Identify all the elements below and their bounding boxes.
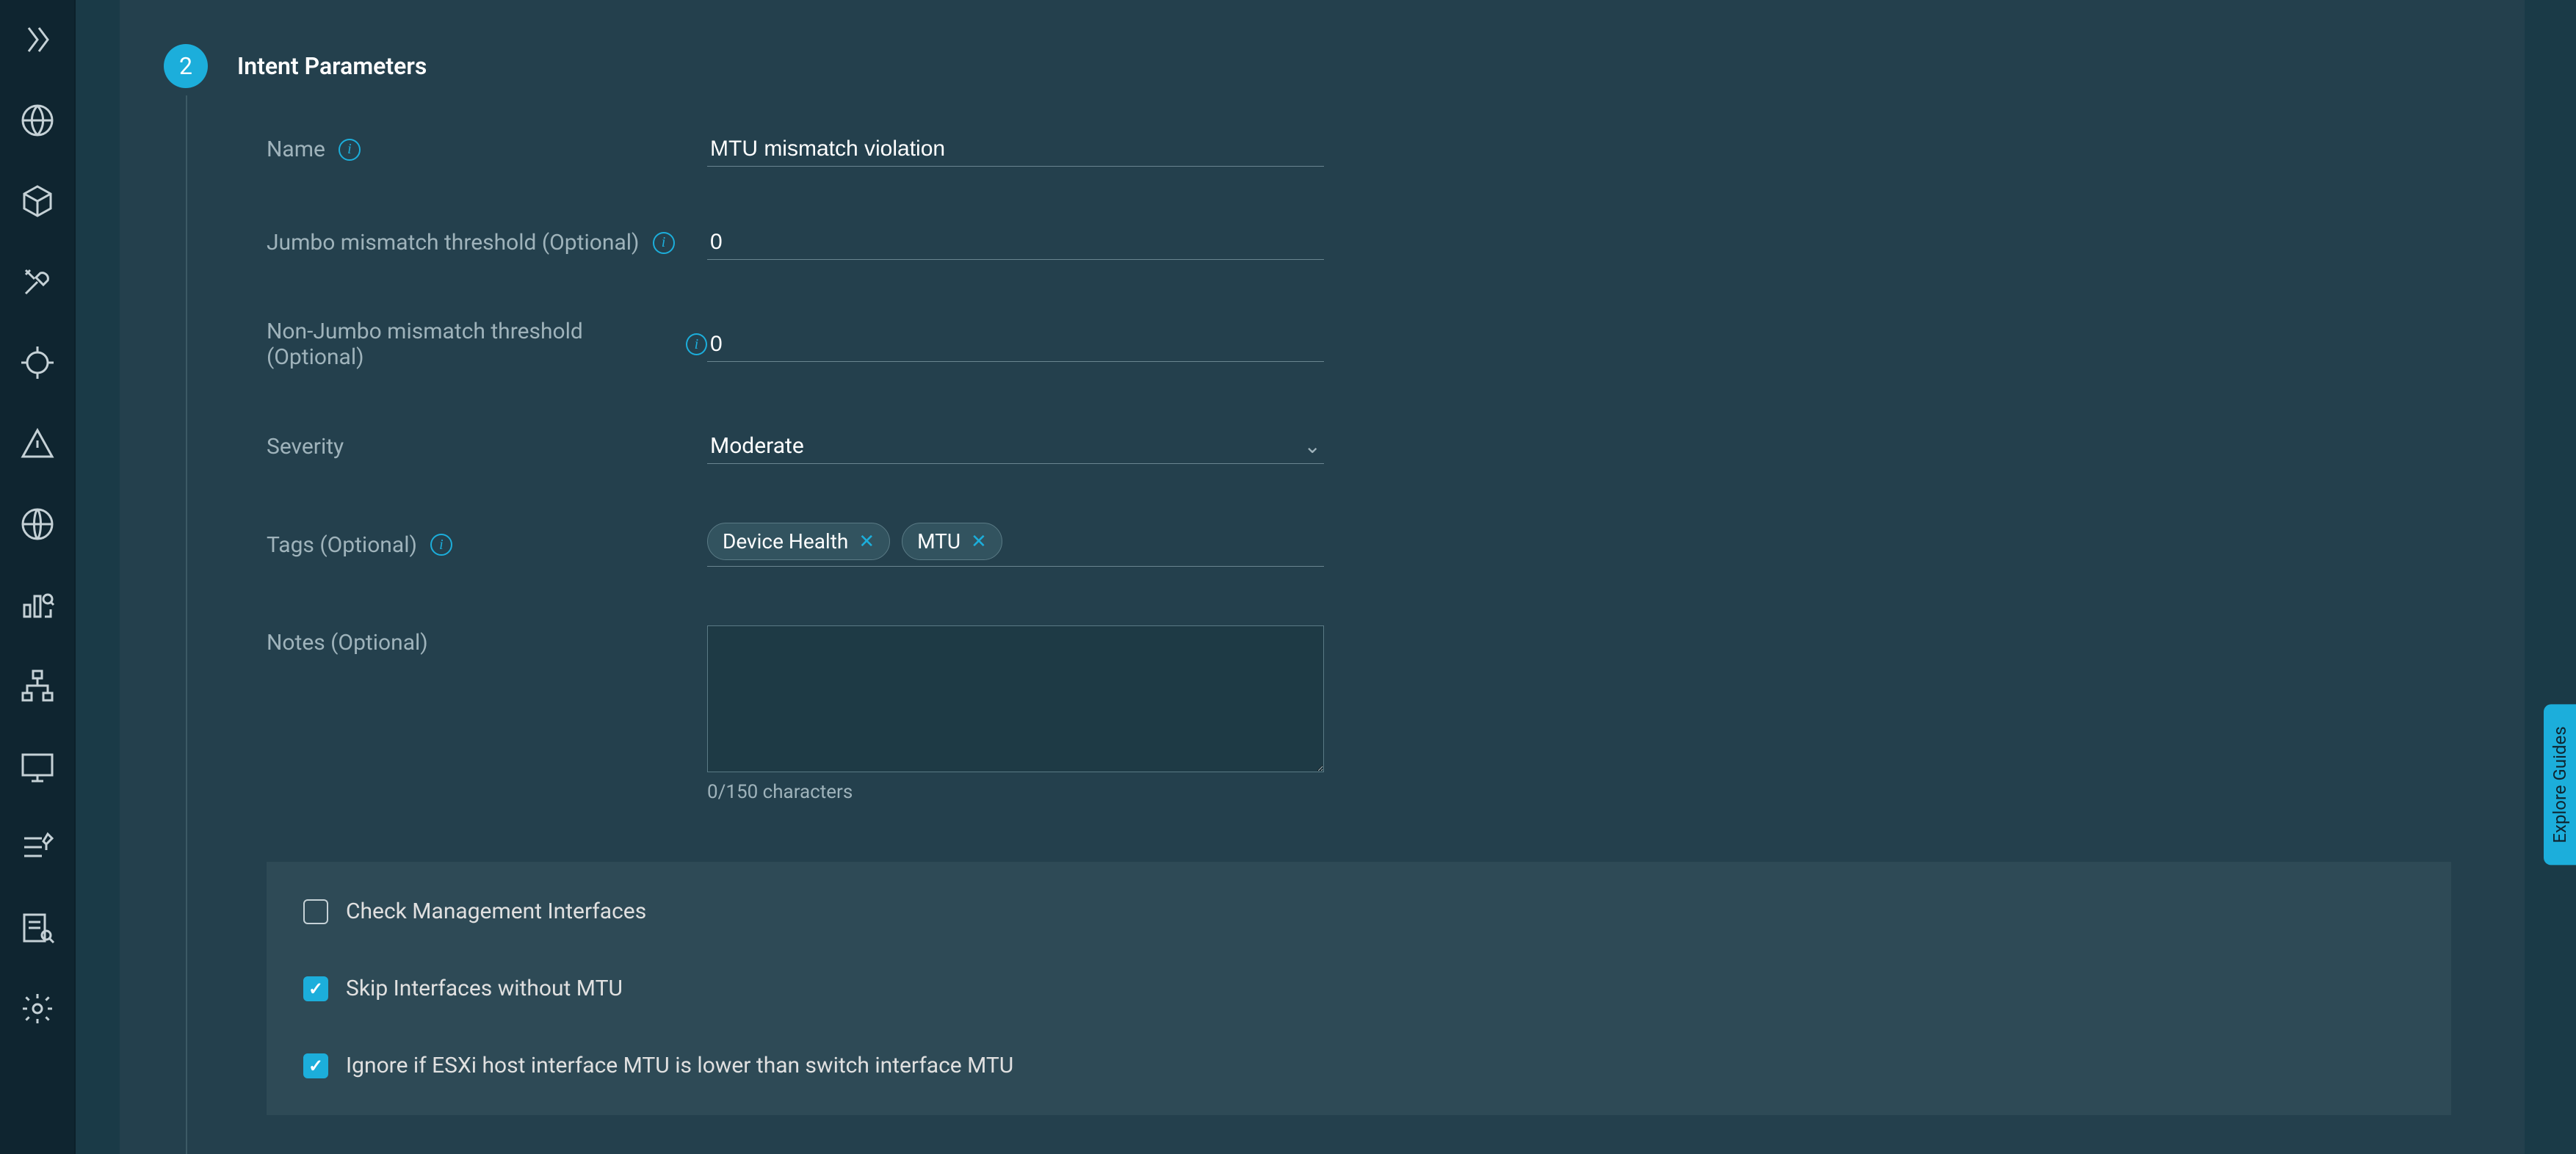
- severity-value: Moderate: [710, 433, 804, 459]
- info-icon[interactable]: i: [686, 333, 707, 355]
- checkbox-skip-row: Skip Interfaces without MTU: [303, 976, 2414, 1001]
- notes-label-text: Notes (Optional): [267, 630, 428, 656]
- severity-row: Severity Moderate ⌄: [267, 429, 2451, 464]
- monitor-icon[interactable]: [18, 747, 57, 785]
- tools-icon[interactable]: [18, 263, 57, 301]
- chart-search-icon[interactable]: [18, 586, 57, 624]
- name-row: Name i: [267, 132, 2451, 167]
- doc-search-icon[interactable]: [18, 909, 57, 947]
- name-input[interactable]: [707, 132, 1324, 167]
- alert-icon[interactable]: [18, 424, 57, 462]
- tag-chip: Device Health ✕: [707, 523, 890, 560]
- severity-select[interactable]: Moderate ⌄: [707, 429, 1324, 464]
- checkbox-mgmt-label: Check Management Interfaces: [346, 899, 646, 924]
- tag-remove-icon[interactable]: ✕: [971, 531, 987, 553]
- severity-label-text: Severity: [267, 434, 344, 460]
- explore-guides-tab[interactable]: Explore Guides: [2544, 704, 2576, 865]
- tags-input[interactable]: Device Health ✕ MTU ✕: [707, 523, 1324, 567]
- tag-chip: MTU ✕: [902, 523, 1002, 560]
- cube-icon[interactable]: [18, 182, 57, 220]
- chevron-down-icon: ⌄: [1304, 434, 1321, 458]
- checkbox-esxi[interactable]: [303, 1053, 328, 1078]
- nonjumbo-input[interactable]: [707, 327, 1324, 362]
- timeline-line: [186, 95, 187, 1154]
- explore-guides-label: Explore Guides: [2550, 726, 2570, 843]
- expand-sidebar-icon[interactable]: [18, 21, 57, 59]
- tag-text: Device Health: [723, 529, 848, 554]
- jumbo-input[interactable]: [707, 225, 1324, 260]
- target-icon[interactable]: [18, 344, 57, 382]
- info-icon[interactable]: i: [653, 232, 675, 254]
- pinned-list-icon[interactable]: [18, 828, 57, 866]
- checkbox-panel: Check Management Interfaces Skip Interfa…: [267, 862, 2451, 1115]
- tags-label: Tags (Optional) i: [267, 532, 707, 558]
- char-count: 0/150 characters: [707, 781, 1324, 803]
- info-icon[interactable]: i: [430, 534, 452, 556]
- checkbox-esxi-label: Ignore if ESXi host interface MTU is low…: [346, 1053, 1013, 1078]
- tag-text: MTU: [917, 529, 960, 554]
- name-label: Name i: [267, 137, 707, 162]
- nonjumbo-row: Non-Jumbo mismatch threshold (Optional) …: [267, 319, 2451, 370]
- main-panel: 2 Intent Parameters Name i Jumbo mismatc…: [74, 0, 2576, 1154]
- checkbox-skip-label: Skip Interfaces without MTU: [346, 976, 623, 1001]
- tags-label-text: Tags (Optional): [267, 532, 417, 558]
- name-label-text: Name: [267, 137, 325, 162]
- jumbo-label-text: Jumbo mismatch threshold (Optional): [267, 230, 640, 255]
- info-icon[interactable]: i: [339, 139, 361, 161]
- settings-icon[interactable]: [18, 990, 57, 1028]
- step-header: 2 Intent Parameters: [164, 44, 2525, 88]
- notes-label: Notes (Optional): [267, 625, 707, 656]
- nonjumbo-label-text: Non-Jumbo mismatch threshold (Optional): [267, 319, 673, 370]
- form-area: Name i Jumbo mismatch threshold (Optiona…: [267, 132, 2451, 803]
- notes-textarea[interactable]: [707, 625, 1324, 772]
- step-title: Intent Parameters: [237, 52, 427, 80]
- nonjumbo-label: Non-Jumbo mismatch threshold (Optional) …: [267, 319, 707, 370]
- checkbox-esxi-row: Ignore if ESXi host interface MTU is low…: [303, 1053, 2414, 1078]
- notes-row: Notes (Optional) 0/150 characters: [267, 625, 2451, 803]
- step-number-badge: 2: [164, 44, 208, 88]
- jumbo-row: Jumbo mismatch threshold (Optional) i: [267, 225, 2451, 260]
- globe-icon[interactable]: [18, 505, 57, 543]
- content-area: 2 Intent Parameters Name i Jumbo mismatc…: [120, 0, 2525, 1154]
- topology-icon[interactable]: [18, 667, 57, 705]
- sidebar: [0, 0, 74, 1154]
- checkbox-mgmt-row: Check Management Interfaces: [303, 899, 2414, 924]
- globe-grid-icon[interactable]: [18, 101, 57, 139]
- tag-remove-icon[interactable]: ✕: [858, 531, 875, 553]
- severity-label: Severity: [267, 434, 707, 460]
- tags-row: Tags (Optional) i Device Health ✕ MTU ✕: [267, 523, 2451, 567]
- checkbox-mgmt[interactable]: [303, 899, 328, 924]
- jumbo-label: Jumbo mismatch threshold (Optional) i: [267, 230, 707, 255]
- checkbox-skip[interactable]: [303, 976, 328, 1001]
